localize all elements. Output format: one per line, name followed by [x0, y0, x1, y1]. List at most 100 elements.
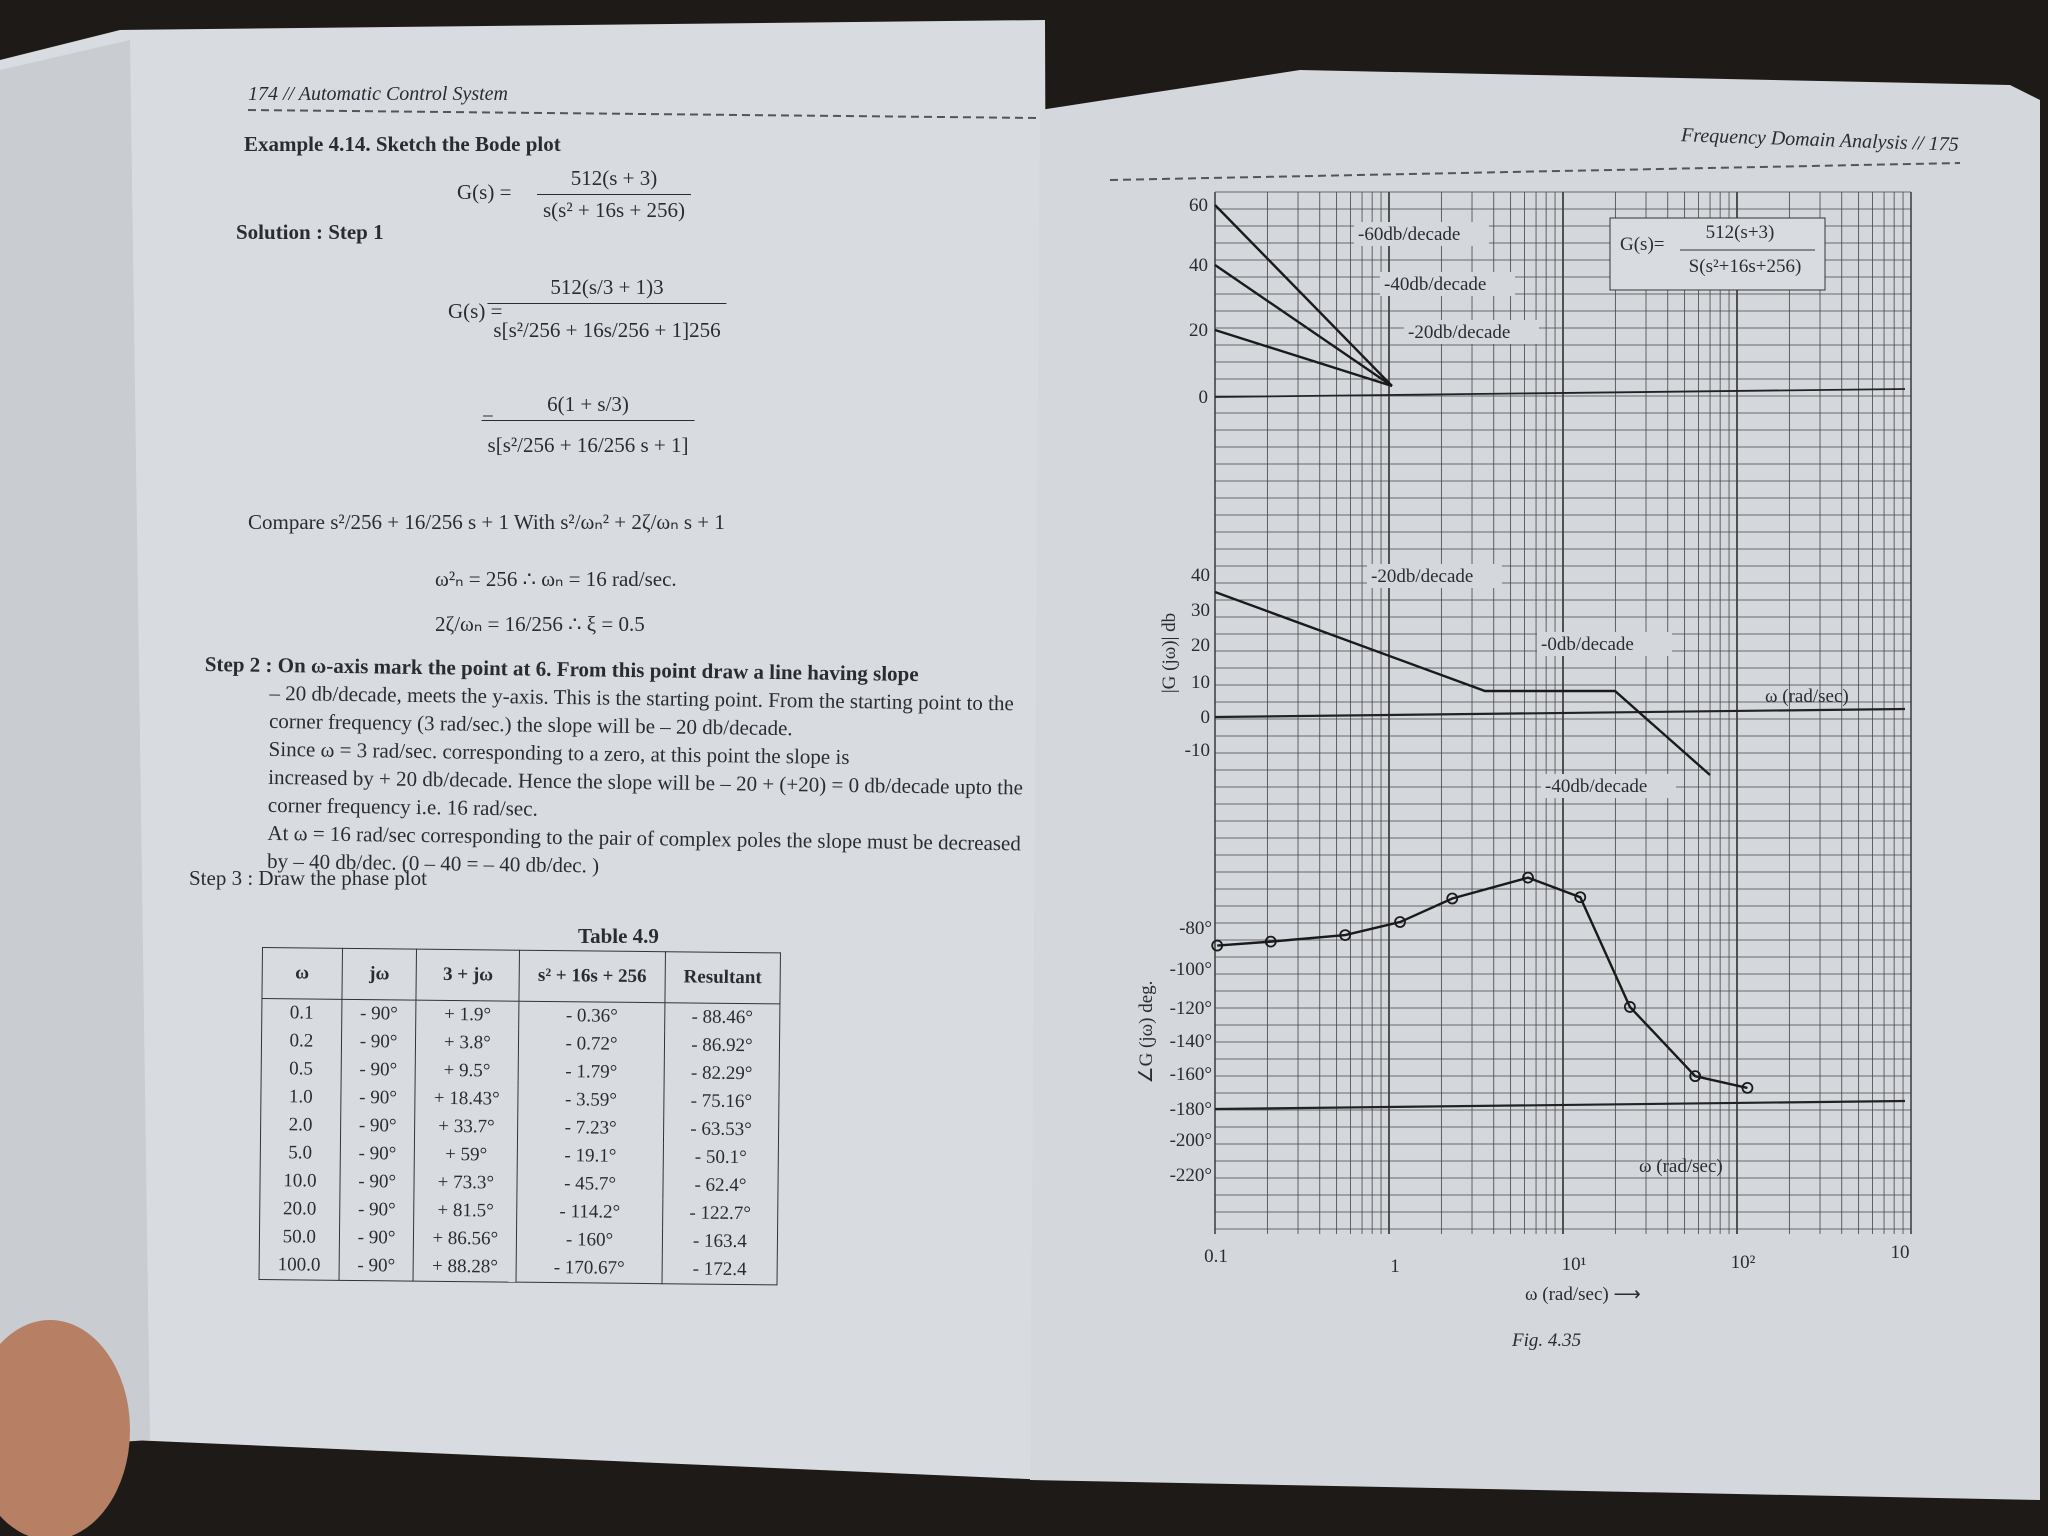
phase-point — [1394, 916, 1406, 928]
axis-line — [1214, 388, 1906, 398]
table-cell: - 0.72° — [518, 1029, 665, 1060]
phase-point — [1211, 939, 1224, 952]
axis-label: ω (rad/sec) — [1765, 686, 1849, 707]
label-bg — [1380, 272, 1515, 296]
numerator: 512(s + 3) — [570, 166, 658, 190]
page-header: 174 // Automatic Control System — [248, 83, 508, 105]
x-tick-label: 10² — [1731, 1252, 1756, 1273]
asymptote — [1214, 264, 1393, 387]
y-tick-label: 20 — [1191, 635, 1210, 656]
table-cell: - 160° — [516, 1225, 663, 1256]
y-tick-label: -80° — [1179, 918, 1212, 939]
equation: 512(s/3 + 1)3 s[s²/256 + 16s/256 + 1]256 — [487, 275, 727, 343]
table-cell: 0.5 — [261, 1054, 342, 1084]
phase-point — [1339, 929, 1352, 941]
annotation: -0db/decade — [1541, 634, 1634, 655]
table-cell: - 90° — [339, 1223, 415, 1253]
table-cell: + 81.5° — [414, 1196, 518, 1226]
bode-plot: 60 40 20 0 -60db/decade -40db/decade -20db/dec… — [1136, 191, 1912, 1351]
table-cell: + 59° — [414, 1140, 518, 1170]
table-cell: - 114.2° — [516, 1197, 663, 1228]
left-page — [0, 20, 1050, 1480]
label-bg — [1367, 564, 1502, 588]
annotation: 512(s+3) — [1706, 222, 1775, 243]
figure-caption: Fig. 4.35 — [1511, 1330, 1581, 1351]
column-header: Resultant — [664, 951, 781, 1004]
table-cell: - 1.79° — [518, 1057, 665, 1088]
equation-line: ω²ₙ = 256 ∴ ωₙ = 16 rad/sec. — [435, 567, 677, 591]
annotation: -20db/decade — [1408, 322, 1510, 343]
table-cell: 2.0 — [260, 1110, 341, 1140]
column-header: 3 + jω — [416, 949, 520, 1002]
y-tick-label: 20 — [1189, 320, 1208, 341]
label-bg — [1537, 632, 1672, 656]
table-cell: - 90° — [340, 1083, 416, 1113]
table-cell: - 7.23° — [517, 1113, 664, 1144]
table-cell: 10.0 — [259, 1166, 340, 1196]
table-cell: 20.0 — [259, 1194, 340, 1224]
y-tick-label: 60 — [1189, 195, 1208, 216]
numerator: 512(s/3 + 1)3 — [550, 275, 664, 299]
example-title: Example 4.14. Sketch the Bode plot — [244, 132, 561, 156]
denominator: s(s² + 16s + 256) — [537, 194, 691, 223]
table: ω jω 3 + jω s² + 16s + 256 Resultant 0.1- 90°… — [259, 947, 781, 1285]
asymptote — [1214, 328, 1393, 388]
equation-lhs: G(s) = — [448, 299, 503, 323]
axis-line — [1214, 707, 1906, 719]
phase-point — [1574, 891, 1587, 904]
table-cell: 50.0 — [259, 1222, 340, 1252]
page-edges — [0, 40, 150, 1450]
axis-label: ω (rad/sec) — [1639, 1156, 1723, 1177]
y-tick-label: -220° — [1170, 1165, 1212, 1186]
y-tick-label: -160° — [1170, 1064, 1212, 1085]
y-tick-label: -100° — [1170, 959, 1212, 980]
y-tick-label: -200° — [1170, 1130, 1212, 1151]
table-cell: + 86.56° — [413, 1224, 517, 1254]
y-tick-label: 10 — [1191, 672, 1210, 693]
denominator: s[s²/256 + 16/256 s + 1] — [481, 420, 695, 458]
step-2: Step 2 : On ω-axis mark the point at 6. … — [202, 652, 1035, 888]
table-cell: - 50.1° — [663, 1143, 779, 1173]
phase-point — [1741, 1081, 1754, 1094]
compare-line: Compare s²/256 + 16/256 s + 1 With s²/ωₙ… — [248, 510, 725, 534]
equation: 6(1 + s/3) s[s²/256 + 16/256 s + 1] — [481, 392, 695, 458]
table-cell: - 90° — [340, 1055, 416, 1085]
y-axis-label: |G (jω)| db — [1159, 613, 1180, 693]
table-cell: - 90° — [340, 1111, 416, 1141]
table-cell: - 172.4 — [661, 1255, 778, 1285]
table-cell: - 90° — [341, 999, 417, 1029]
x-tick-label: 0.1 — [1204, 1246, 1228, 1267]
header-rule — [1109, 162, 1961, 181]
table-cell: - 62.4° — [662, 1171, 779, 1201]
right-page — [1030, 70, 2040, 1500]
phase-point — [1689, 1070, 1702, 1083]
column-header: ω — [261, 947, 343, 1000]
column-header: s² + 16s + 256 — [519, 950, 666, 1003]
table-caption: Table 4.9 — [578, 924, 659, 948]
annotation: -60db/decade — [1358, 224, 1460, 245]
table-cell: + 33.7° — [414, 1112, 519, 1142]
y-tick-label: 40 — [1189, 255, 1208, 276]
column-header: jω — [341, 948, 417, 1001]
annotation: G(s)= — [1620, 234, 1665, 255]
label-bg — [1354, 222, 1489, 246]
y-tick-label: -120° — [1170, 998, 1212, 1019]
asymptote — [1214, 204, 1393, 387]
y-tick-label: -10 — [1185, 740, 1210, 761]
table-cell: - 163.4 — [662, 1227, 778, 1257]
table-cell: + 3.8° — [415, 1028, 519, 1058]
table-cell: 100.0 — [259, 1250, 340, 1281]
table-cell: - 90° — [339, 1139, 415, 1169]
table-cell: - 90° — [338, 1251, 414, 1282]
denominator: s[s²/256 + 16s/256 + 1]256 — [487, 303, 727, 343]
table-cell: 1.0 — [260, 1082, 341, 1112]
numerator: 6(1 + s/3) — [547, 392, 629, 416]
annotation: -40db/decade — [1384, 274, 1486, 295]
annotation: -40db/decade — [1545, 776, 1647, 797]
table-cell: - 90° — [339, 1195, 415, 1225]
table-cell: - 86.92° — [664, 1031, 780, 1061]
axis-line — [1214, 1099, 1906, 1111]
y-tick-label: -140° — [1170, 1031, 1212, 1052]
